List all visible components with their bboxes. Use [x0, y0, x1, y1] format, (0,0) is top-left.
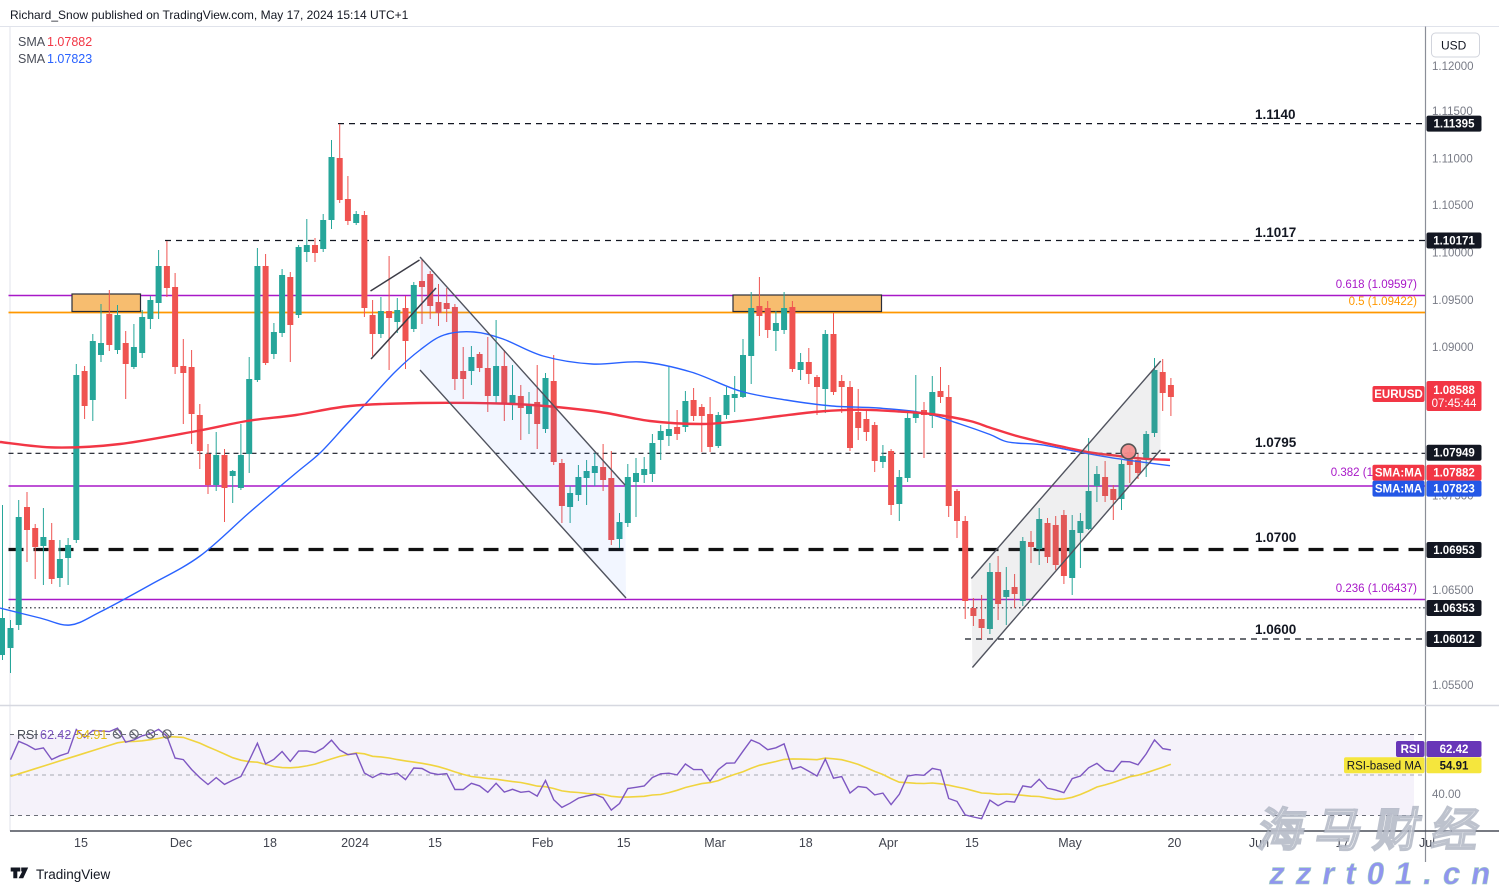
svg-text:1.06953: 1.06953: [1433, 545, 1475, 557]
svg-text:2024: 2024: [341, 836, 369, 850]
svg-text:1.1140: 1.1140: [1255, 107, 1296, 122]
svg-text:1.10171: 1.10171: [1433, 236, 1475, 248]
svg-text:RSI-based MA: RSI-based MA: [1347, 760, 1422, 772]
svg-text:1.05500: 1.05500: [1432, 680, 1474, 692]
svg-text:1.07949: 1.07949: [1433, 448, 1475, 460]
svg-text:1.09500: 1.09500: [1432, 295, 1474, 307]
svg-text:1.11500: 1.11500: [1432, 106, 1473, 118]
svg-text:20: 20: [1167, 836, 1181, 850]
svg-text:0.382 (1: 0.382 (1: [1331, 467, 1373, 479]
svg-text:Jun: Jun: [1249, 836, 1269, 850]
svg-text:07:45:44: 07:45:44: [1432, 398, 1477, 410]
svg-text:17: 17: [1336, 836, 1350, 850]
svg-text:1.1017: 1.1017: [1255, 225, 1296, 240]
svg-text:1.06500: 1.06500: [1432, 585, 1474, 597]
svg-text:Apr: Apr: [879, 836, 898, 850]
svg-text:15: 15: [965, 836, 979, 850]
svg-text:1.08588: 1.08588: [1433, 385, 1475, 397]
svg-text:1.11000: 1.11000: [1432, 154, 1473, 166]
svg-text:1.06012: 1.06012: [1433, 634, 1475, 646]
svg-text:May: May: [1058, 836, 1082, 850]
svg-text:Mar: Mar: [704, 836, 726, 850]
svg-text:1.12000: 1.12000: [1432, 61, 1474, 73]
svg-text:1.10000: 1.10000: [1432, 248, 1474, 260]
svg-text:0.5 (1.09422): 0.5 (1.09422): [1349, 296, 1418, 308]
svg-text:Dec: Dec: [170, 836, 192, 850]
svg-text:RSI: RSI: [17, 728, 38, 742]
svg-text:1.0600: 1.0600: [1255, 622, 1296, 637]
svg-text:1.07823: 1.07823: [1433, 484, 1475, 496]
svg-text:EURUSD: EURUSD: [1374, 389, 1423, 401]
svg-text:15: 15: [617, 836, 631, 850]
svg-text:18: 18: [799, 836, 813, 850]
svg-text:海马财经: 海马财经: [1254, 804, 1495, 856]
svg-text:RSI: RSI: [1401, 744, 1420, 756]
svg-text:SMA: SMA: [18, 52, 46, 66]
svg-text:1.07882: 1.07882: [47, 35, 92, 49]
svg-text:SMA:MA: SMA:MA: [1375, 484, 1422, 496]
svg-text:15: 15: [428, 836, 442, 850]
svg-text:1.06353: 1.06353: [1433, 603, 1475, 615]
svg-text:Feb: Feb: [532, 836, 554, 850]
svg-text:SMA:MA: SMA:MA: [1375, 468, 1422, 480]
svg-text:0.236 (1.06437): 0.236 (1.06437): [1336, 583, 1417, 595]
svg-text:1.07882: 1.07882: [1433, 468, 1475, 480]
svg-text:1.11395: 1.11395: [1434, 119, 1476, 131]
svg-text:1.0795: 1.0795: [1255, 435, 1297, 450]
svg-text:1.07823: 1.07823: [47, 52, 92, 66]
svg-text:1.09000: 1.09000: [1432, 342, 1474, 354]
svg-text:15: 15: [74, 836, 88, 850]
svg-text:62.42: 62.42: [40, 728, 71, 742]
svg-text:62.42: 62.42: [1440, 744, 1469, 756]
svg-text:Richard_Snow published on Trad: Richard_Snow published on TradingView.co…: [10, 8, 409, 22]
svg-text:SMA: SMA: [18, 35, 46, 49]
svg-text:0.618 (1.09597): 0.618 (1.09597): [1336, 279, 1417, 291]
svg-text:1.10500: 1.10500: [1432, 200, 1474, 212]
svg-text:TradingView: TradingView: [36, 867, 111, 882]
svg-text:zzrt01.cn: zzrt01.cn: [1267, 856, 1499, 891]
svg-text:54.91: 54.91: [1440, 760, 1469, 772]
svg-text:Jul: Jul: [1419, 836, 1435, 850]
svg-text:1.0700: 1.0700: [1255, 530, 1296, 545]
svg-text:40.00: 40.00: [1432, 789, 1461, 801]
svg-text:54.91: 54.91: [76, 728, 107, 742]
svg-text:USD: USD: [1441, 39, 1467, 53]
svg-text:18: 18: [263, 836, 277, 850]
